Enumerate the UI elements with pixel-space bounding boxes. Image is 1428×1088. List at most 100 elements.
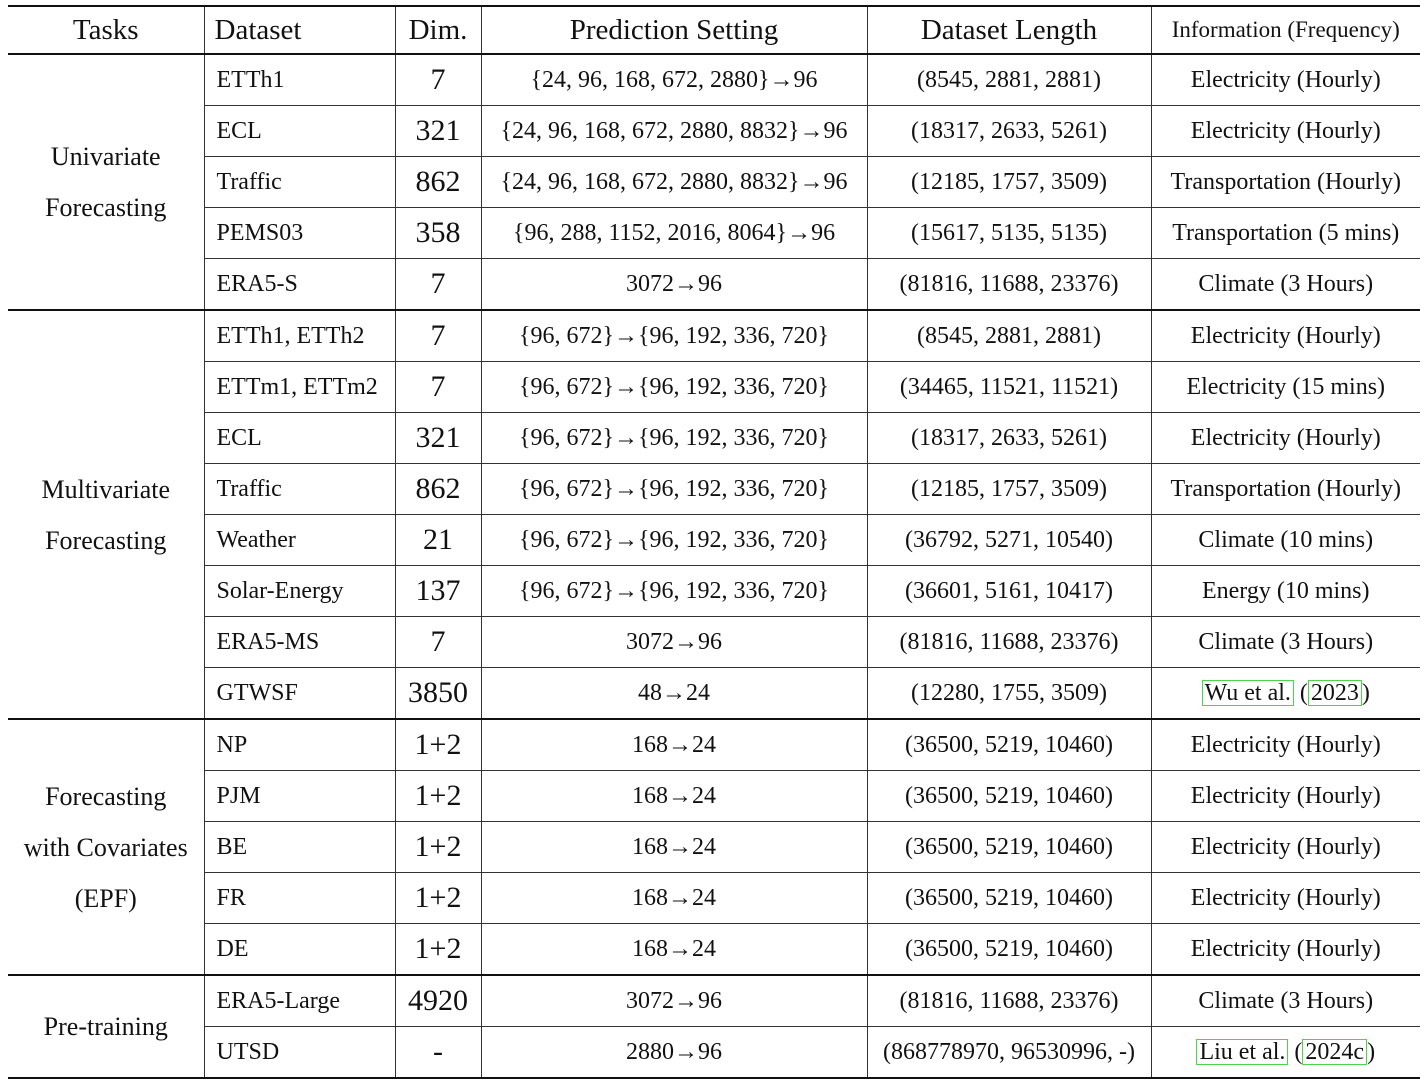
prediction-cell: {96, 672}→{96, 192, 336, 720} [481, 565, 867, 617]
info-cell: Electricity (Hourly) [1150, 872, 1420, 924]
task-group-line: with Covariates [23, 832, 188, 862]
task-group-label: Univariate Forecasting [8, 54, 204, 310]
info-cell: Climate (10 mins) [1150, 514, 1420, 566]
dim-cell: 4920 [394, 975, 482, 1027]
prediction-cell: {96, 672}→{96, 192, 336, 720} [481, 463, 867, 515]
table-row: ETTm1, ETTm2 7 {96, 672}→{96, 192, 336, 72… [8, 361, 1420, 413]
dataset-cell: UTSD [203, 1026, 395, 1078]
citation-author-link[interactable]: Liu et al. [1196, 1039, 1289, 1065]
info-cell: Climate (3 Hours) [1150, 258, 1420, 310]
table-row: PEMS03 358 {96, 288, 1152, 2016, 8064}→96(… [8, 207, 1420, 259]
task-group-line: Univariate [50, 142, 161, 171]
dim-cell: 7 [394, 54, 482, 106]
table-row: Univariate Forecasting ETTh1 7 {24, 96, 168,… [8, 54, 1420, 222]
table-row: UTSD -2880→96 (868778970, 96530996, -) Liu … [8, 1026, 1420, 1078]
info-cell: Electricity (Hourly) [1150, 310, 1420, 362]
prediction-cell: 168→24 [632, 732, 716, 758]
prediction-cell: 3072→96 [481, 258, 867, 310]
info-cell: Electricity (Hourly) [1150, 923, 1420, 975]
header-dataset: Dataset [203, 6, 395, 54]
paren-close: ) [1361, 680, 1370, 706]
task-group-line: Pre-training [43, 1012, 168, 1041]
length-cell: (81816, 11688, 23376) [866, 258, 1151, 310]
dataset-cell: ERA5-Large [203, 975, 395, 1027]
citation-author-link[interactable]: Wu et al. [1201, 680, 1294, 706]
dim-cell: 1+2 [394, 872, 482, 924]
length-cell: (15617, 5135, 5135) [866, 207, 1151, 259]
dataset-cell: ECL [203, 105, 395, 157]
dim-cell: 1+2 [394, 719, 482, 771]
task-group-line: Forecasting [45, 781, 167, 811]
dataset-cell: PJM [203, 770, 395, 822]
citation-year-link[interactable]: 2024c [1302, 1039, 1368, 1065]
prediction-cell: {96, 672}→{96, 192, 336, 720} [518, 323, 830, 349]
length-cell: (18317, 2633, 5261) [866, 105, 1151, 157]
dataset-cell: Traffic [203, 463, 395, 515]
length-cell: (868778970, 96530996, -) [866, 1026, 1151, 1078]
table-row: Solar-Energy 137 {96, 672}→{96, 192, 336, … [8, 565, 1420, 617]
info-cell: Electricity (Hourly) [1150, 54, 1420, 106]
task-group-label: Forecasting with Covariates (EPF) [8, 719, 204, 975]
prediction-cell: 168→24 [481, 770, 867, 822]
prediction-cell: 168→24 [481, 923, 867, 975]
dim-cell: 137 [394, 565, 482, 617]
length-cell: (81816, 11688, 23376) [866, 616, 1151, 668]
table-row: Weather 21 {96, 672}→{96, 192, 336, 720} (3… [8, 514, 1420, 566]
dim-cell: 7 [394, 310, 482, 362]
table-row: Forecasting with Covariates (EPF) NP 1+2 168→… [8, 719, 1420, 913]
dataset-cell: FR [203, 872, 395, 924]
datasets-table-container: Tasks Dataset Dim. Prediction Setting Da… [8, 5, 1420, 1079]
length-cell: (36792, 5271, 10540) [866, 514, 1151, 566]
prediction-cell: 3072→96 [626, 988, 722, 1014]
length-cell: (34465, 11521, 11521) [866, 361, 1151, 413]
dim-cell: 358 [394, 207, 482, 259]
info-cell: Transportation (5 mins) [1150, 207, 1420, 259]
table-row: Traffic 862 {96, 672}→{96, 192, 336, 720}(… [8, 463, 1420, 515]
header-prediction-setting: Prediction Setting [569, 14, 779, 46]
info-cell: Climate (3 Hours) [1150, 616, 1420, 668]
dataset-cell: DE [203, 923, 395, 975]
task-group-label: Pre-training [8, 975, 204, 1078]
paren-open: ( [1288, 1039, 1303, 1065]
task-group-label: Multivariate Forecasting [8, 310, 204, 719]
length-cell: (36500, 5219, 10460) [866, 770, 1151, 822]
dataset-cell: ETTh1 [203, 54, 395, 106]
prediction-cell: {24, 96, 168, 672, 2880}→96 [530, 67, 818, 93]
dataset-cell: GTWSF [203, 667, 395, 719]
length-cell: (8545, 2881, 2881) [866, 54, 1151, 106]
table-row: PJM 1+2 168→24 (36500, 5219, 10460) Electric… [8, 770, 1420, 822]
dataset-cell: Solar-Energy [203, 565, 395, 617]
dim-cell: 862 [394, 156, 482, 208]
info-cell: Wu et al. (2023) [1150, 667, 1420, 719]
info-cell: Electricity (Hourly) [1150, 770, 1420, 822]
citation-year-link[interactable]: 2023 [1307, 680, 1362, 706]
length-cell: (36601, 5161, 10417) [866, 565, 1151, 617]
dataset-cell: Weather [203, 514, 395, 566]
table-row: ECL 321 {24, 96, 168, 672, 2880, 8832}→96(… [8, 105, 1420, 157]
info-cell: Transportation (Hourly) [1150, 156, 1420, 208]
length-cell: (36500, 5219, 10460) [866, 821, 1151, 873]
task-group-line: Forecasting [45, 525, 167, 555]
dim-cell: 862 [394, 463, 482, 515]
info-cell: Transportation (Hourly) [1150, 463, 1420, 515]
header-dim: Dim. [394, 6, 482, 54]
dataset-cell: ETTm1, ETTm2 [203, 361, 395, 413]
table-body: Univariate Forecasting ETTh1 7 {24, 96, 168,… [8, 54, 1420, 1078]
task-group-line: Multivariate [41, 474, 170, 504]
length-cell: (12185, 1757, 3509) [866, 463, 1151, 515]
prediction-cell: {24, 96, 168, 672, 2880, 8832}→96 [481, 156, 867, 208]
length-cell: (36500, 5219, 10460) [866, 719, 1151, 771]
info-cell: Climate (3 Hours) [1150, 975, 1420, 1027]
prediction-cell: {96, 672}→{96, 192, 336, 720} [481, 514, 867, 566]
info-cell: Electricity (Hourly) [1150, 105, 1420, 157]
dim-cell: 1+2 [394, 770, 482, 822]
header-row: Tasks Dataset Dim. Prediction Setting Da… [8, 6, 1420, 54]
task-group-line: (EPF) [74, 883, 137, 913]
length-cell: (36500, 5219, 10460) [866, 923, 1151, 975]
dataset-cell: ERA5-S [203, 258, 395, 310]
table-row: ERA5-MS 7 3072→96 (81816, 11688, 23376) Clim… [8, 616, 1420, 668]
dim-cell: 7 [394, 361, 482, 413]
table-row: Multivariate Forecasting ETTh1, ETTh2 7 {96,… [8, 310, 1420, 555]
dim-cell: 1+2 [394, 821, 482, 873]
info-cell: Energy (10 mins) [1150, 565, 1420, 617]
